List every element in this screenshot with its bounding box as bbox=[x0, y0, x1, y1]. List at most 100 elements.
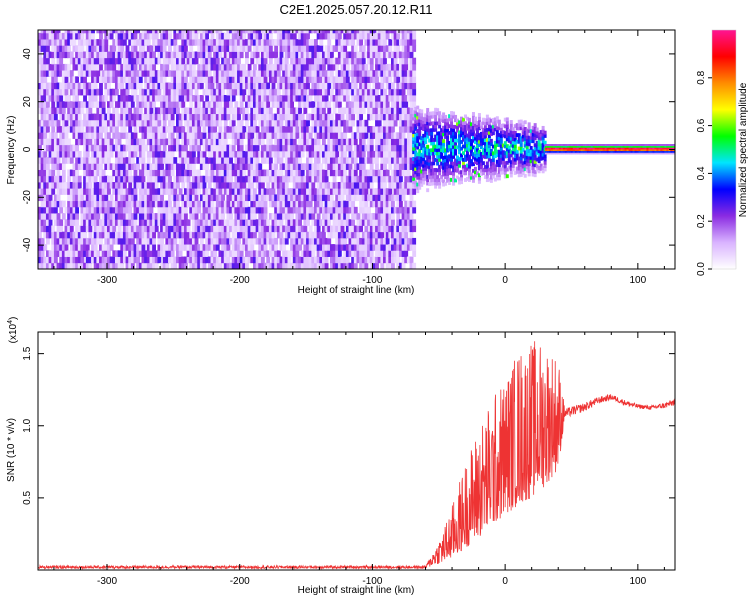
spectrogram-cell bbox=[314, 194, 318, 202]
spectrogram-cell bbox=[316, 163, 321, 170]
spectrogram-cell bbox=[348, 113, 353, 121]
spectrogram-cell bbox=[343, 82, 348, 90]
spectrogram-cell bbox=[157, 194, 162, 202]
spectrogram-cell bbox=[369, 70, 374, 77]
spectrogram-cell bbox=[364, 182, 369, 189]
spectrogram-cell bbox=[181, 70, 186, 77]
spectrogram-cell bbox=[398, 244, 403, 251]
spectrogram-cell bbox=[266, 237, 271, 245]
spectrogram-cell bbox=[69, 70, 74, 77]
spectrogram-cell bbox=[353, 101, 358, 108]
spectrogram-cell bbox=[133, 39, 138, 46]
spectrogram-cell bbox=[398, 194, 403, 202]
spectrogram-cell bbox=[168, 70, 172, 77]
spectrogram-cell bbox=[290, 237, 294, 245]
spectrogram-cell bbox=[120, 76, 125, 83]
spectrogram-cell bbox=[375, 132, 379, 139]
spectrogram-cell bbox=[114, 206, 119, 214]
spectrogram-cell bbox=[85, 70, 90, 77]
spectrogram-cell bbox=[210, 213, 215, 220]
spectrogram-cell bbox=[314, 30, 318, 34]
spectrogram-cell bbox=[345, 88, 350, 96]
spectrogram-cell bbox=[45, 70, 50, 77]
spectrogram-cell bbox=[173, 138, 178, 146]
spectrogram-cell bbox=[160, 175, 164, 183]
spectrogram-cell bbox=[319, 82, 324, 90]
spectrogram-cell bbox=[298, 256, 302, 264]
spectrogram-cell bbox=[404, 182, 409, 189]
spectrogram-cell bbox=[314, 63, 318, 71]
spectrogram-cell bbox=[93, 39, 98, 46]
spectrogram-cell bbox=[321, 138, 326, 146]
spectrogram-cell bbox=[215, 188, 220, 195]
spectrogram-cell bbox=[298, 39, 302, 46]
spectrogram-cell bbox=[367, 126, 371, 133]
spectrogram-cell bbox=[332, 138, 337, 146]
spectrogram-cell bbox=[422, 143, 426, 148]
spectrogram-cell bbox=[260, 206, 265, 214]
spectrogram-cell bbox=[207, 132, 212, 139]
spectrogram-cell bbox=[83, 39, 87, 46]
spectrogram-cell bbox=[181, 101, 186, 108]
spectrogram-cell bbox=[107, 51, 111, 59]
spectrogram-cell bbox=[337, 107, 342, 115]
spectrogram-cell bbox=[75, 206, 80, 214]
spectrogram-cell bbox=[295, 262, 300, 269]
spectrogram-cell bbox=[53, 132, 58, 139]
spectrogram-cell bbox=[226, 231, 231, 239]
spectrogram-cell bbox=[157, 150, 162, 158]
spectrogram-cell bbox=[393, 32, 398, 40]
spectrogram-cell bbox=[234, 206, 239, 214]
spectrogram-cell bbox=[268, 144, 273, 152]
spectrogram-cell bbox=[67, 70, 72, 77]
spectrogram-cell bbox=[138, 101, 143, 108]
spectrogram-cell bbox=[295, 219, 300, 226]
spectrogram-cell bbox=[292, 95, 297, 102]
spectrogram-cell bbox=[80, 219, 85, 226]
spectrogram-cell bbox=[380, 30, 385, 34]
spectrogram-cell bbox=[284, 107, 289, 115]
spectrogram-cell bbox=[144, 144, 149, 152]
spectrogram-cell bbox=[356, 132, 361, 139]
spectrogram-cell bbox=[56, 163, 61, 170]
spectrogram-cell bbox=[369, 39, 374, 46]
spectrogram-cell bbox=[93, 51, 98, 59]
spectrogram-cell bbox=[292, 163, 297, 170]
spectrogram-cell bbox=[380, 32, 385, 40]
spectrogram-cell bbox=[38, 244, 42, 251]
spectrogram-cell bbox=[324, 237, 329, 245]
spectrogram-cell bbox=[178, 76, 183, 83]
spectrogram-cell bbox=[321, 219, 326, 226]
spectrogram-cell bbox=[229, 237, 233, 245]
spectrogram-cell bbox=[197, 45, 202, 52]
spectrogram-cell bbox=[199, 113, 204, 121]
spectrogram-cell bbox=[226, 262, 231, 269]
spectrogram-cell bbox=[345, 30, 350, 34]
spectrogram-cell bbox=[186, 57, 191, 65]
spectrogram-cell bbox=[221, 57, 225, 65]
spectrogram-cell bbox=[416, 119, 420, 123]
spectrogram-cell bbox=[215, 194, 220, 202]
spectrogram-cell bbox=[250, 175, 255, 183]
spectrogram-cell bbox=[300, 126, 305, 133]
spectrogram-cell bbox=[64, 206, 69, 214]
spectrogram-cell bbox=[96, 101, 101, 108]
spectrogram-cell bbox=[242, 132, 247, 139]
spectrogram-cell bbox=[213, 188, 218, 195]
spectrogram-cell bbox=[329, 188, 334, 195]
spectrogram-cell bbox=[40, 57, 45, 65]
spectrogram-cell bbox=[191, 194, 196, 202]
spectrogram-cell bbox=[231, 132, 236, 139]
spectrogram-cell bbox=[210, 163, 215, 170]
spectrogram-cell bbox=[255, 194, 260, 202]
spectrogram-cell bbox=[69, 150, 74, 158]
spectrogram-cell bbox=[109, 163, 114, 170]
spectrogram-cell bbox=[306, 45, 310, 52]
spectrogram-cell bbox=[319, 119, 324, 127]
spectrogram-cell bbox=[351, 76, 356, 83]
spectrogram-cell bbox=[207, 157, 212, 164]
spectrogram-cell bbox=[237, 57, 241, 65]
spectrogram-cell bbox=[414, 157, 418, 161]
spectrogram-cell bbox=[218, 157, 223, 164]
spectrogram-cell bbox=[173, 107, 178, 115]
